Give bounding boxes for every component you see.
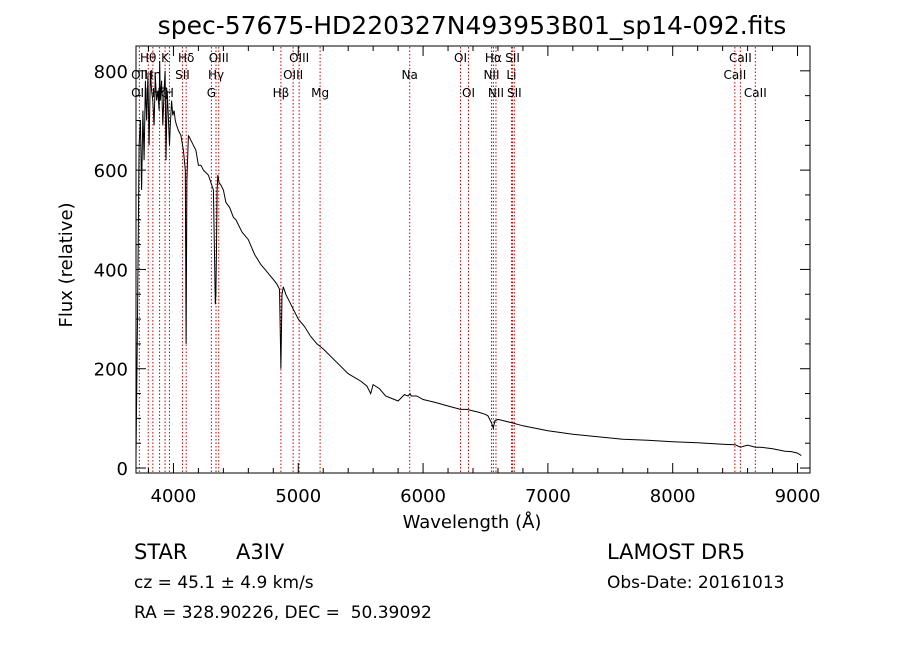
line-marker-label: CaII bbox=[729, 51, 752, 65]
y-tick-label: 800 bbox=[94, 62, 128, 83]
y-tick-label: 400 bbox=[94, 260, 128, 281]
line-marker-label: SII bbox=[507, 86, 522, 100]
y-axis-label: Flux (relative) bbox=[56, 202, 77, 327]
x-tick-label: 9000 bbox=[775, 486, 821, 507]
object-class: STAR bbox=[134, 540, 188, 564]
line-marker-label: Li bbox=[506, 68, 516, 82]
line-marker-label: H bbox=[165, 86, 174, 100]
x-axis-ticks: 4000 5000 6000 7000 8000 9000 bbox=[147, 46, 821, 507]
line-marker-label: Hθ bbox=[140, 51, 156, 65]
x-tick-label: 5000 bbox=[275, 486, 321, 507]
line-marker-label: Hβ bbox=[273, 86, 290, 100]
line-marker-label: Hα bbox=[485, 51, 502, 65]
object-subclass: A3IV bbox=[236, 540, 285, 564]
line-marker-label: CaII bbox=[744, 86, 767, 100]
x-tick-label: 6000 bbox=[400, 486, 446, 507]
line-marker-label: OIII bbox=[209, 51, 229, 65]
x-tick-label: 8000 bbox=[650, 486, 696, 507]
survey-name: LAMOST DR5 bbox=[607, 540, 746, 564]
line-marker-label: OI bbox=[454, 51, 467, 65]
line-marker-label: SII bbox=[175, 68, 190, 82]
line-marker-label: Hη bbox=[145, 68, 162, 82]
y-tick-label: 0 bbox=[117, 459, 128, 480]
line-marker-label: Hδ bbox=[178, 51, 194, 65]
observation-date: Obs-Date: 20161013 bbox=[607, 573, 785, 593]
y-axis-ticks: 0 200 400 600 800 bbox=[94, 62, 810, 480]
y-tick-label: 200 bbox=[94, 360, 128, 381]
line-marker-label: NII bbox=[483, 68, 499, 82]
line-marker-label: CaII bbox=[723, 68, 746, 82]
line-marker-label: Mg bbox=[311, 86, 329, 100]
line-marker-label: Na bbox=[402, 68, 418, 82]
line-marker-label: Hγ bbox=[208, 68, 224, 82]
line-marker-label: G bbox=[207, 86, 216, 100]
line-marker-label: NII bbox=[488, 86, 504, 100]
x-tick-label: 4000 bbox=[151, 486, 197, 507]
x-tick-label: 7000 bbox=[525, 486, 571, 507]
line-markers bbox=[138, 47, 756, 472]
line-marker-label: SII bbox=[505, 51, 520, 65]
plot-frame bbox=[135, 45, 811, 474]
line-marker-label: OIII bbox=[289, 51, 309, 65]
x-axis-label: Wavelength (Å) bbox=[403, 511, 542, 533]
line-marker-label: OII bbox=[131, 68, 148, 82]
line-marker-label: K bbox=[161, 51, 170, 65]
coordinates: RA = 328.90226, DEC = 50.39092 bbox=[134, 603, 432, 623]
y-tick-label: 600 bbox=[94, 161, 128, 182]
redshift-value: cz = 45.1 ± 4.9 km/s bbox=[134, 573, 314, 593]
line-marker-label: OI bbox=[462, 86, 475, 100]
line-marker-label: OIII bbox=[283, 68, 303, 82]
line-marker-label: OII bbox=[131, 86, 148, 100]
spectrum-line bbox=[135, 60, 802, 459]
chart-title: spec-57675-HD220327N493953B01_sp14-092.f… bbox=[158, 11, 787, 40]
